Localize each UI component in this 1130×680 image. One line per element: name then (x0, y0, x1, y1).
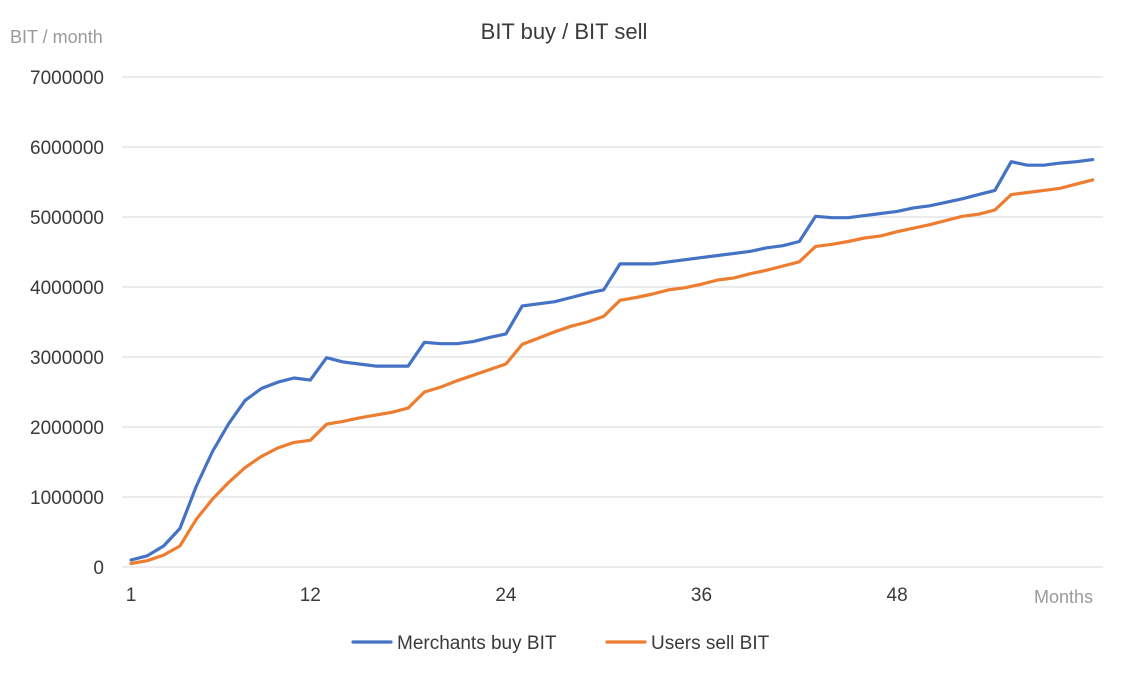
series-lines (129, 158, 1095, 566)
y-tick-label: 5000000 (30, 208, 104, 229)
y-tick-label: 1000000 (30, 488, 104, 509)
x-tick-label: 12 (300, 585, 321, 606)
chart-title: BIT buy / BIT sell (481, 19, 648, 44)
gridlines (122, 76, 1103, 568)
x-tick-label: 36 (691, 585, 712, 606)
y-tick-label: 6000000 (30, 138, 104, 159)
x-tick-labels: 1 12 24 36 48 (126, 585, 908, 606)
series-line-users-sell (129, 178, 1095, 566)
x-tick-label: 24 (495, 585, 517, 606)
y-tick-label: 2000000 (30, 418, 104, 439)
x-tick-label: 48 (887, 585, 908, 606)
x-axis-label: Months (1034, 587, 1093, 607)
y-tick-label: 7000000 (30, 68, 104, 89)
y-tick-label: 0 (93, 558, 104, 579)
series-line-merchants-buy (129, 158, 1095, 562)
y-axis-label: BIT / month (10, 27, 103, 47)
y-tick-label: 4000000 (30, 278, 104, 299)
y-tick-labels: 0 1000000 2000000 3000000 4000000 5000000 6000… (30, 68, 104, 579)
legend: Merchants buy BIT Users sell BIT (351, 633, 770, 654)
y-tick-label: 3000000 (30, 348, 104, 369)
legend-label: Merchants buy BIT (397, 633, 557, 654)
legend-label: Users sell BIT (651, 633, 770, 654)
x-tick-label: 1 (126, 585, 137, 606)
